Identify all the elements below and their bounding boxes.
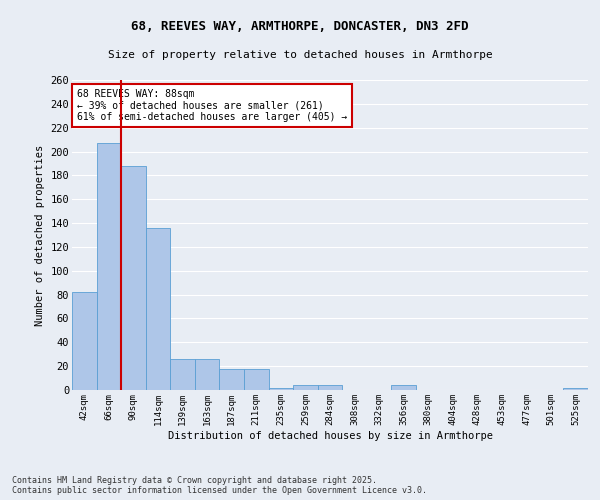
- Bar: [170, 359, 195, 390]
- Text: Contains HM Land Registry data © Crown copyright and database right 2025.
Contai: Contains HM Land Registry data © Crown c…: [12, 476, 427, 495]
- Bar: [121, 166, 146, 390]
- Y-axis label: Number of detached properties: Number of detached properties: [35, 144, 45, 326]
- Bar: [195, 359, 220, 390]
- Bar: [318, 385, 342, 390]
- Bar: [244, 368, 269, 390]
- Bar: [391, 385, 416, 390]
- X-axis label: Distribution of detached houses by size in Armthorpe: Distribution of detached houses by size …: [167, 430, 493, 440]
- Bar: [293, 385, 318, 390]
- Bar: [72, 292, 97, 390]
- Text: Size of property relative to detached houses in Armthorpe: Size of property relative to detached ho…: [107, 50, 493, 60]
- Bar: [269, 388, 293, 390]
- Text: 68, REEVES WAY, ARMTHORPE, DONCASTER, DN3 2FD: 68, REEVES WAY, ARMTHORPE, DONCASTER, DN…: [131, 20, 469, 33]
- Bar: [220, 368, 244, 390]
- Bar: [146, 228, 170, 390]
- Bar: [97, 143, 121, 390]
- Text: 68 REEVES WAY: 88sqm
← 39% of detached houses are smaller (261)
61% of semi-deta: 68 REEVES WAY: 88sqm ← 39% of detached h…: [77, 90, 347, 122]
- Bar: [563, 388, 588, 390]
